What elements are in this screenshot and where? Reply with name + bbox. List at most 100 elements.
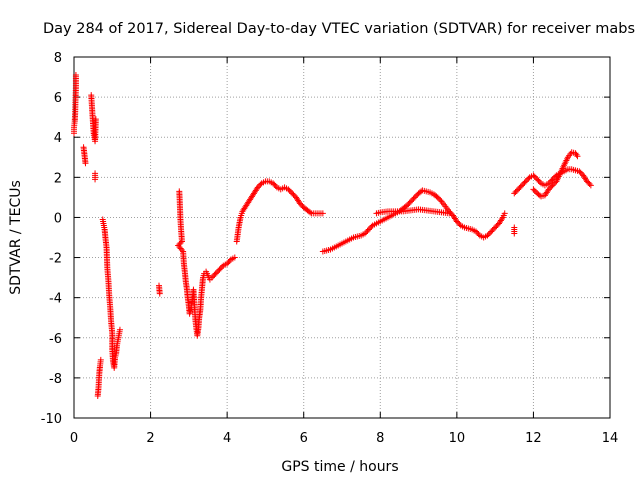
data-point <box>511 230 518 237</box>
data-point <box>404 202 411 209</box>
data-point <box>406 199 413 206</box>
data-point <box>256 183 263 190</box>
data-point <box>285 186 292 193</box>
data-point <box>475 231 482 238</box>
data-point <box>513 187 520 194</box>
data-point <box>116 326 123 333</box>
y-tick-label: -10 <box>41 412 62 427</box>
data-point <box>490 225 497 232</box>
data-point <box>410 195 417 202</box>
data-point <box>286 187 293 194</box>
data-point <box>585 179 592 186</box>
data-point <box>525 175 532 182</box>
data-point <box>576 168 583 175</box>
data-point <box>545 186 552 193</box>
data-point <box>484 232 491 239</box>
data-point <box>254 184 261 191</box>
y-axis-label: SDTVAR / TECUs <box>8 180 24 295</box>
y-tick-label: -4 <box>49 292 62 307</box>
data-point <box>97 356 104 363</box>
y-tick-label: 2 <box>54 171 62 186</box>
y-tick-label: -8 <box>49 372 62 387</box>
data-point <box>296 200 303 207</box>
y-tick-label: 8 <box>54 51 62 66</box>
data-point <box>512 189 519 196</box>
data-point <box>577 169 584 176</box>
data-point <box>549 182 556 189</box>
data-point <box>548 183 555 190</box>
data-point <box>307 209 314 216</box>
data-point <box>216 266 223 273</box>
data-point <box>363 229 370 236</box>
data-point <box>574 153 581 160</box>
data-point <box>531 173 538 180</box>
data-point <box>547 185 554 192</box>
x-tick-label: 8 <box>376 431 384 446</box>
data-point <box>257 181 264 188</box>
x-tick-label: 0 <box>70 431 78 446</box>
data-point <box>456 221 463 228</box>
data-point <box>453 218 460 225</box>
data-point <box>532 175 539 182</box>
data-point <box>511 190 518 197</box>
grid-lines <box>74 57 610 418</box>
data-point <box>270 180 277 187</box>
data-point <box>405 201 412 208</box>
data-point <box>531 187 538 194</box>
x-tick-label: 14 <box>602 431 619 446</box>
data-point <box>210 273 217 280</box>
data-point <box>586 181 593 188</box>
data-point <box>215 267 222 274</box>
data-point <box>474 229 481 236</box>
data-point <box>434 194 441 201</box>
data-point <box>487 229 494 236</box>
data-point <box>365 226 372 233</box>
data-point <box>437 197 444 204</box>
data-point <box>219 263 226 270</box>
axis-ticks: 0 2 4 6 8 10 12 14 -10 -8 -6 -4 -2 0 2 4 6 8 <box>41 51 619 446</box>
data-point <box>418 188 425 195</box>
data-point <box>530 172 537 179</box>
x-tick-label: 2 <box>146 431 154 446</box>
y-tick-label: -6 <box>49 332 62 347</box>
y-tick-label: 4 <box>54 131 62 146</box>
data-point <box>82 160 89 167</box>
data-point <box>272 183 279 190</box>
data-point <box>584 178 591 185</box>
data-point <box>587 182 594 189</box>
data-point <box>489 227 496 234</box>
data-point <box>492 224 499 231</box>
data-point <box>156 290 163 297</box>
data-point <box>488 228 495 235</box>
data-point <box>319 210 326 217</box>
data-point <box>545 180 552 187</box>
data-point <box>213 269 220 276</box>
data-point <box>92 176 99 183</box>
y-tick-label: -2 <box>49 252 62 267</box>
data-point <box>407 198 414 205</box>
data-point <box>409 197 416 204</box>
data-point <box>517 183 524 190</box>
data-point <box>518 182 525 189</box>
data-point <box>212 270 219 277</box>
data-point <box>298 201 305 208</box>
data-point <box>520 181 527 188</box>
data-point <box>547 179 554 186</box>
data-point <box>522 178 529 185</box>
data-point <box>455 219 462 226</box>
data-point <box>485 231 492 238</box>
data-point <box>493 223 500 230</box>
data-point <box>367 225 374 232</box>
data-point <box>225 259 232 266</box>
data-point <box>231 254 238 261</box>
x-tick-label: 6 <box>300 431 308 446</box>
data-point <box>530 186 537 193</box>
plot-frame <box>73 56 611 419</box>
data-point <box>290 191 297 198</box>
data-point <box>208 274 215 281</box>
data-point <box>92 116 99 123</box>
data-point <box>364 227 371 234</box>
data-point <box>361 230 368 237</box>
data-point <box>72 72 79 79</box>
